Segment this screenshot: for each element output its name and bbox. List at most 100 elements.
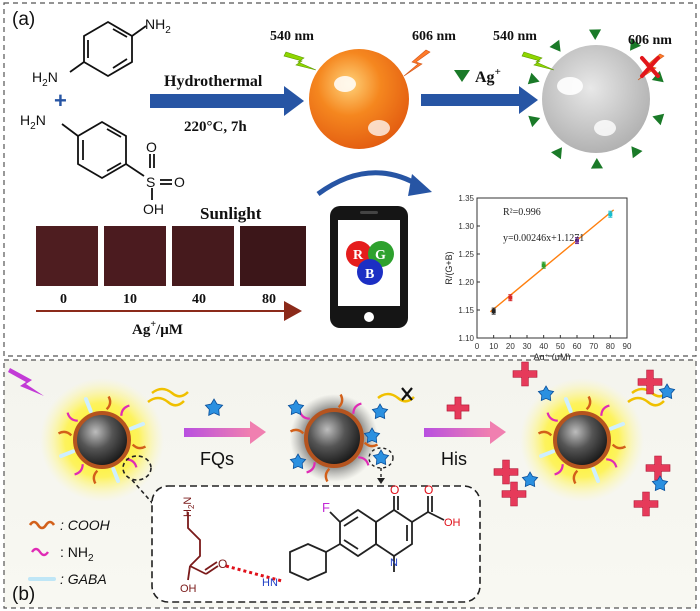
x-tick-label: 80	[606, 342, 615, 351]
hydrothermal-arrow	[150, 86, 304, 116]
data-point	[608, 212, 613, 217]
gaba-ligand	[111, 466, 121, 483]
legend-nh2-icon	[31, 547, 49, 557]
blocked-wave-icon	[377, 392, 415, 403]
gaba-fq-structure	[187, 496, 445, 583]
nh2-ligand	[74, 464, 84, 476]
emission-wave-icon-1	[151, 387, 189, 398]
equation-annotation: y=0.00246x+1.1271	[503, 233, 584, 244]
free-fq-marker	[658, 383, 676, 400]
adsorbed-fq-marker	[287, 399, 305, 416]
panel-a: (a) NH2 H2N + H2N S O	[3, 2, 697, 362]
legend-cooh-icon	[28, 520, 56, 530]
r-squared-annotation: R²=0.996	[503, 207, 541, 218]
oxygen-atom-2: O	[174, 174, 185, 190]
data-point	[541, 263, 546, 268]
blocked-emission-cross-icon	[640, 56, 660, 78]
emission-wave-icon-1b	[147, 396, 185, 407]
panel-b: FQs His : COOH	[3, 359, 697, 609]
x-tick-label: 20	[506, 342, 515, 351]
fluorescent-np-3	[520, 378, 644, 502]
adsorbed-fq-markers	[287, 399, 390, 470]
his-arrow	[424, 428, 490, 437]
cooh-ligand	[363, 441, 379, 448]
quenched-np-2	[289, 393, 379, 483]
gaba-ligand	[608, 421, 625, 431]
grey-dot-highlight-2	[594, 120, 616, 136]
legend-nh2-label: : NH2	[60, 544, 94, 564]
cooh-ligand	[572, 469, 579, 485]
ag-triangle-marker	[589, 29, 602, 40]
data-point	[575, 238, 579, 243]
ag-triangle-marker	[551, 147, 562, 160]
data-point	[491, 309, 496, 314]
swatch-40	[172, 226, 234, 286]
rgb-letter-r: R	[353, 248, 364, 263]
x-tick-label: 50	[556, 342, 565, 351]
free-fq-marker	[521, 471, 539, 488]
emission-wavelength-2: 606 nm	[628, 33, 672, 48]
ag-triangle-icon	[454, 70, 470, 82]
orange-carbon-dot	[309, 49, 409, 149]
swatch-0	[36, 226, 98, 286]
nh2-ligand	[554, 464, 564, 476]
quenched-carbon-dot	[542, 45, 650, 153]
binding-site-arrowhead	[377, 478, 385, 484]
carbonyl-o-label: O	[218, 557, 227, 571]
ag-triangle-marker	[630, 38, 641, 51]
y-tick-label: 1.35	[458, 194, 474, 203]
h2n-label-lower: H2N	[20, 112, 46, 132]
nh2-ligand	[352, 402, 362, 414]
adsorbed-fq-marker	[289, 453, 307, 470]
panel-b-label: (b)	[12, 584, 35, 605]
hydroxyl-group: OH	[143, 201, 164, 217]
nh2-ligand	[120, 404, 130, 416]
grey-dot-highlight	[557, 77, 583, 95]
panel-a-label: (a)	[12, 9, 35, 30]
swatch-10	[104, 226, 166, 286]
reaction-conditions: 220°C, 7h	[184, 119, 247, 135]
chart-plot-area	[476, 197, 628, 339]
cooh-ligand	[105, 395, 112, 411]
ring-nitrogen-label: N	[390, 557, 398, 569]
emission-wavelength: 606 nm	[412, 29, 456, 44]
fq-marker	[204, 398, 224, 416]
y-tick-label: 1.25	[458, 250, 474, 259]
oxygen-atom-1: O	[146, 139, 157, 155]
gaba-ligand	[83, 397, 93, 414]
adsorbed-fq-marker	[372, 449, 390, 466]
fq-molecule-icon	[204, 398, 224, 416]
x-tick-label: 30	[523, 342, 532, 351]
fqs-arrow-head	[250, 421, 266, 444]
his-label: His	[441, 449, 467, 469]
fqs-label: FQs	[200, 449, 234, 469]
orange-dot-highlight-2	[368, 120, 390, 136]
x-tick-label: 10	[489, 342, 498, 351]
y-tick-label: 1.10	[458, 334, 474, 343]
ag-triangle-marker	[590, 158, 603, 169]
nh2-ligand	[606, 458, 618, 468]
excitation-wavelength: 540 nm	[270, 29, 314, 44]
ag-triangle-marker	[528, 115, 541, 128]
x-axis-title: Ag⁺ (μM)	[534, 352, 571, 362]
color-swatches	[36, 226, 306, 286]
data-point	[508, 295, 513, 300]
x-tick-label: 60	[573, 342, 582, 351]
conc-axis-label: Ag+/μM	[132, 319, 183, 338]
ketone-o-label: O	[390, 483, 399, 497]
h2n-amine-label: H2N	[182, 497, 196, 517]
conc-label-80: 80	[262, 292, 276, 307]
conc-label-0: 0	[60, 292, 67, 307]
legend-gaba-label: : GABA	[60, 571, 107, 587]
excitation-bolt-icon	[8, 368, 44, 396]
rgb-letter-b: B	[365, 267, 374, 282]
nh2-label-top: NH2	[145, 16, 171, 36]
nh2-ligand	[546, 412, 558, 422]
gaba-ligand	[563, 397, 573, 414]
ag-triangle-marker	[652, 113, 665, 126]
plus-sign: +	[54, 88, 67, 113]
x-tick-label: 0	[475, 342, 480, 351]
his-arrow-head	[490, 421, 506, 444]
piperazine-hn-label: HN	[262, 577, 278, 589]
